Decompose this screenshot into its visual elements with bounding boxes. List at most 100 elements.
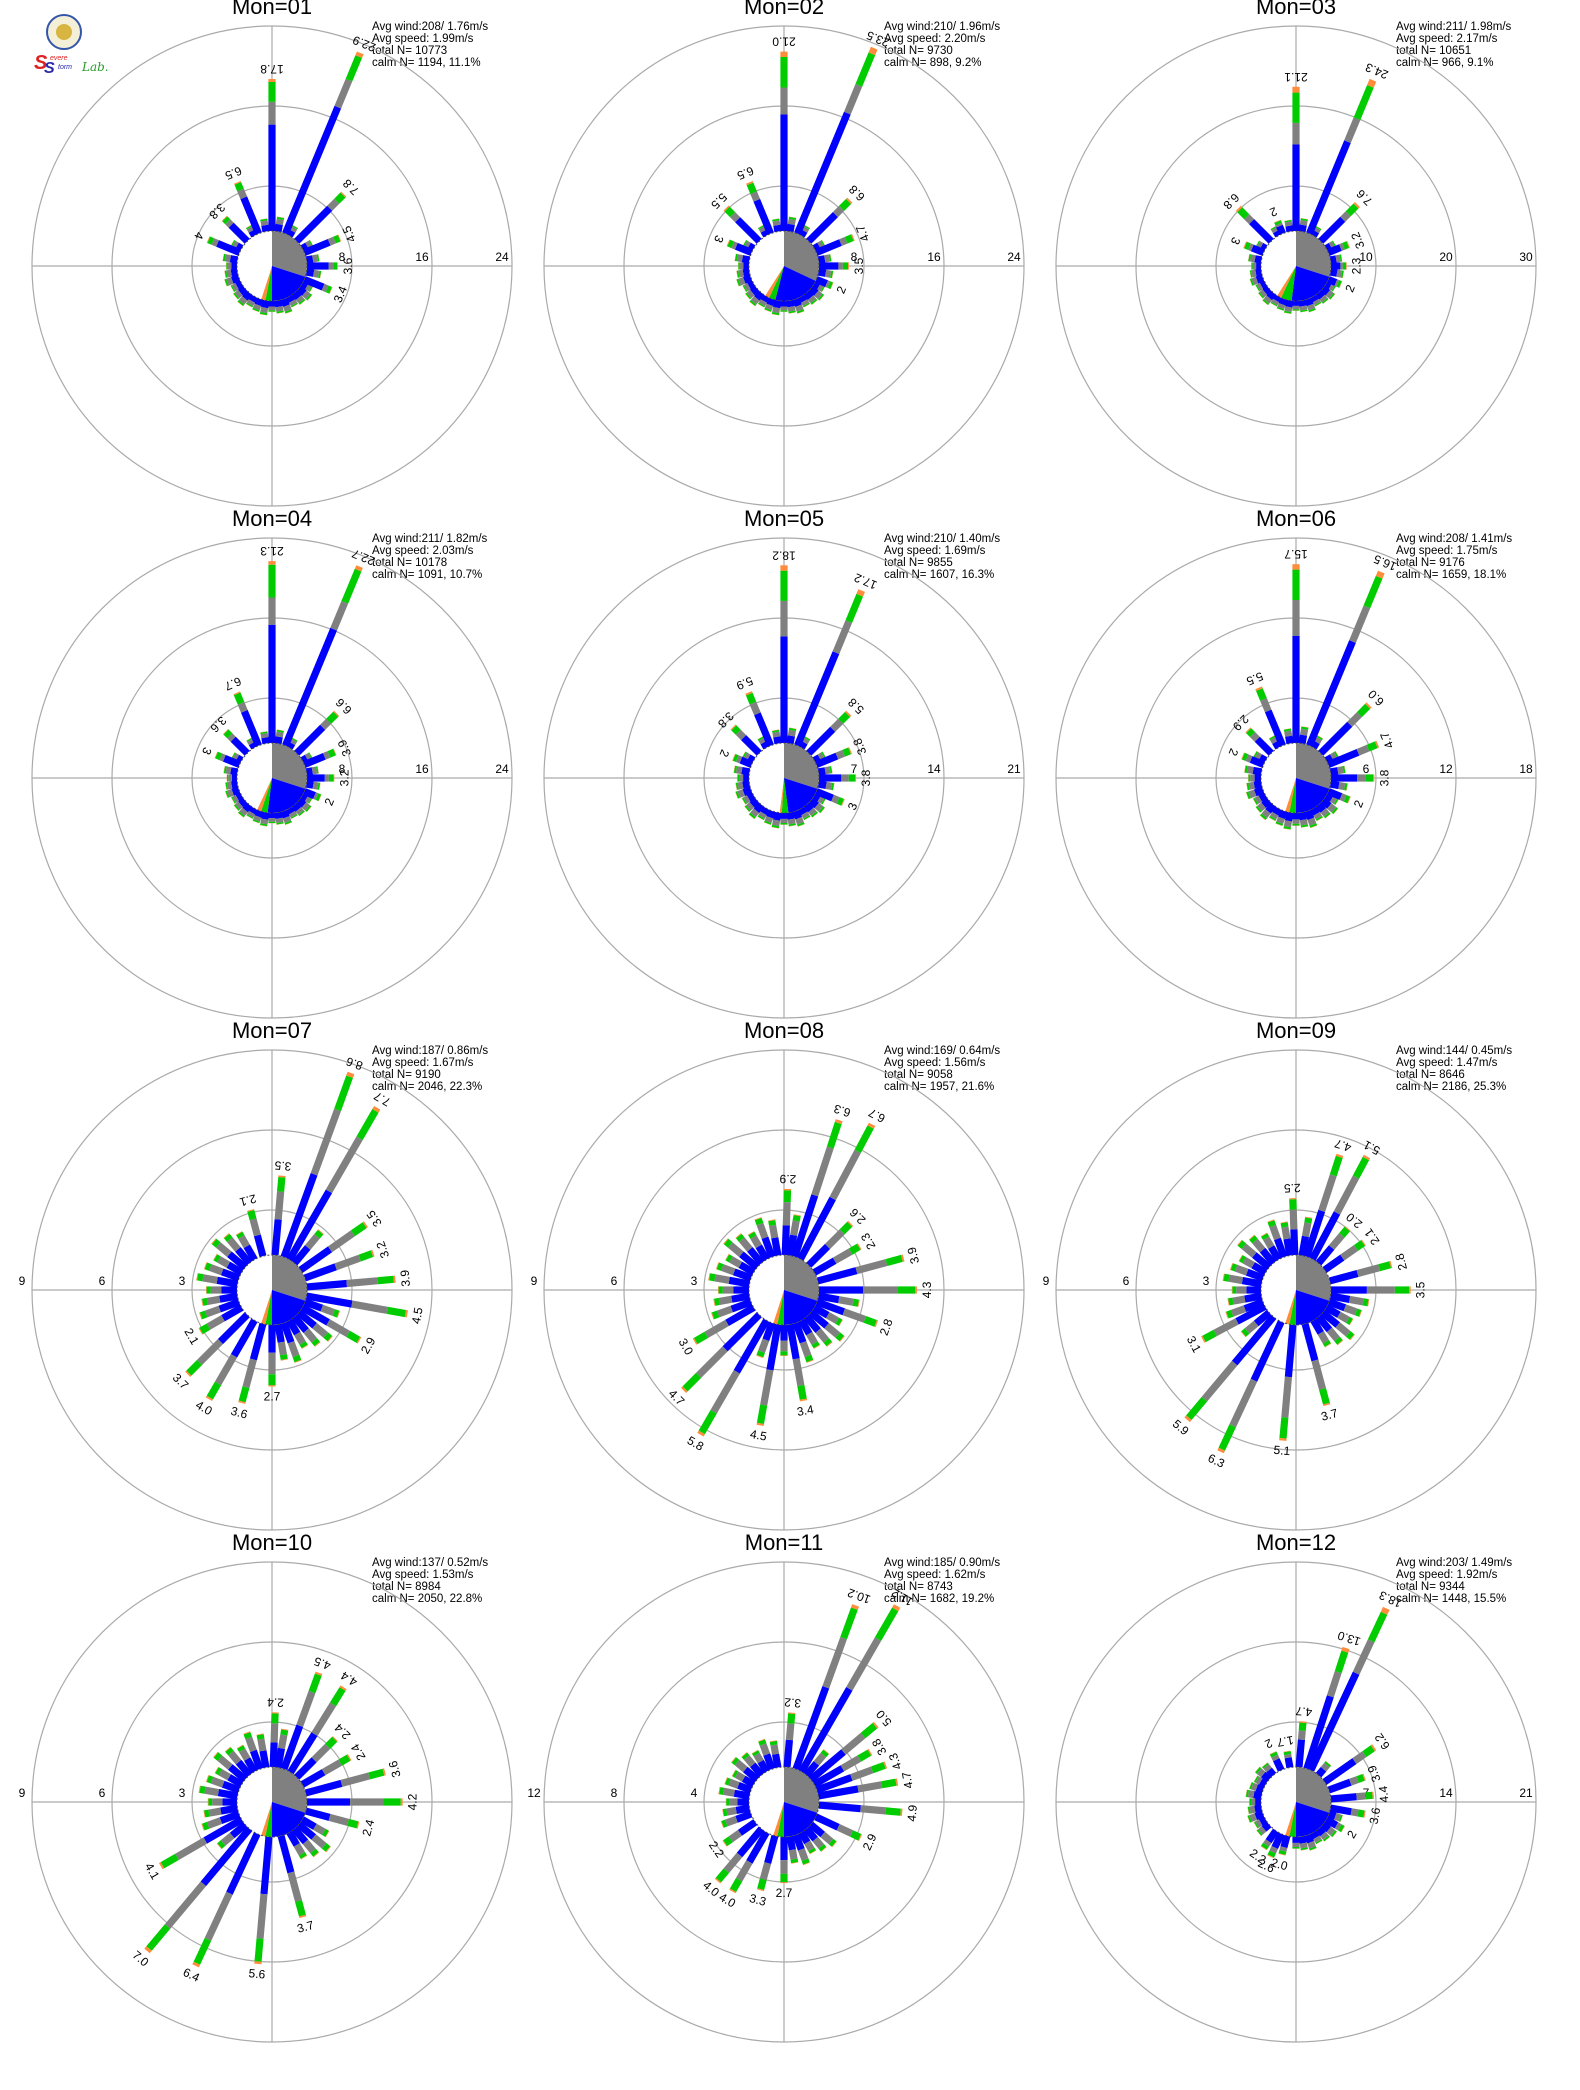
ring-label: 18 [1519, 762, 1533, 776]
bar-segment [1246, 782, 1250, 791]
bar-segment [303, 276, 325, 291]
bar-segment [731, 241, 738, 250]
avg-wind-text: Avg wind:203/ 1.49m/s [1396, 1557, 1512, 1569]
bar-segment [780, 1340, 788, 1352]
total-n-text: total N= 10178 [372, 557, 447, 569]
bar-segment [737, 774, 739, 782]
bar-segment [803, 815, 811, 821]
bar-segment [292, 1354, 302, 1363]
bar-segment [1254, 255, 1263, 264]
bar-segment [1305, 1216, 1313, 1219]
bar-segment [863, 1316, 877, 1327]
bar-segment [812, 1765, 845, 1788]
bar-segment [313, 792, 319, 800]
bar-segment [1338, 1814, 1343, 1822]
ring-label: 12 [527, 1786, 541, 1800]
calm-pie-slice [265, 1802, 272, 1838]
bar-segment [714, 1877, 722, 1884]
bar-segment [226, 262, 228, 270]
bar-segment [222, 216, 231, 225]
bar-segment [1257, 802, 1266, 812]
bar-segment [299, 1914, 307, 1919]
bar-segment [768, 1219, 776, 1222]
bar-segment [268, 124, 276, 231]
bar-segment [345, 55, 363, 82]
bar-segment [326, 711, 339, 724]
bar-label: 3.8 [859, 769, 873, 786]
bar-segment [804, 1840, 815, 1852]
bar-segment [238, 1386, 250, 1403]
bar-segment [766, 809, 776, 819]
bar-segment [1333, 751, 1339, 759]
bar-segment [770, 1744, 780, 1755]
bar-segment [816, 1267, 858, 1285]
bar-segment [1365, 774, 1373, 782]
bar-segment [205, 1395, 213, 1401]
bar-segment [246, 737, 253, 741]
bar-segment [1366, 741, 1378, 752]
bar-segment [1254, 1804, 1263, 1813]
bar-segment [754, 1217, 764, 1226]
bar-segment [287, 1871, 302, 1902]
bar-segment [235, 1759, 253, 1778]
bar-segment [741, 798, 746, 805]
bar-segment [756, 1354, 764, 1359]
bar-segment [764, 309, 772, 313]
bar-label: 2.6 [1256, 1856, 1277, 1876]
bar-label: 3.7 [1320, 1406, 1340, 1424]
bar-segment [314, 1341, 321, 1347]
bar-segment [229, 1821, 248, 1839]
bar-segment [224, 254, 231, 263]
bar-segment [757, 735, 764, 740]
bar-segment [280, 1321, 295, 1344]
bar-segment [764, 303, 774, 311]
calm-pie-outline [748, 1254, 820, 1326]
bar-segment [1243, 1298, 1265, 1312]
bar-segment [1347, 712, 1362, 727]
bar-segment [268, 624, 276, 743]
bar-segment [302, 1839, 316, 1854]
bar-segment [726, 239, 731, 247]
bar-segment [254, 1938, 264, 1962]
bar-label: 2.8 [877, 1317, 896, 1338]
bar-segment [1327, 1778, 1352, 1794]
bar-segment [1322, 1758, 1357, 1785]
calm-n-text: calm N= 1448, 15.5% [1396, 1593, 1506, 1605]
bar-segment [256, 1734, 265, 1740]
bar-segment [1279, 1417, 1289, 1439]
bar-segment [714, 1274, 730, 1284]
bar-segment [857, 1749, 872, 1762]
bar-segment [825, 781, 833, 790]
bar-segment [377, 1275, 394, 1285]
bar-segment [831, 794, 840, 804]
bar-segment [290, 737, 298, 742]
bar-segment [803, 735, 811, 741]
bar-segment [1300, 218, 1308, 222]
bar-segment [796, 309, 805, 314]
calm-pie-slice [784, 1802, 818, 1837]
bar-segment [771, 826, 779, 829]
bar-segment [318, 794, 322, 802]
bar-segment [1260, 813, 1267, 820]
bar-segment [317, 1229, 324, 1235]
bar-segment [1213, 1318, 1239, 1337]
bar-segment [1299, 1721, 1307, 1724]
bar-segment [1249, 254, 1256, 263]
bar-segment [820, 285, 826, 292]
bar-segment [739, 1251, 760, 1271]
bar-segment [780, 600, 788, 637]
bar-segment [753, 198, 774, 235]
bar-segment [1243, 241, 1247, 249]
bar-segment [1334, 1336, 1343, 1345]
ring-label: 24 [495, 762, 509, 776]
bar-segment [299, 811, 305, 817]
bar-segment [340, 191, 347, 198]
bar-segment [723, 1836, 733, 1847]
bar-segment [1340, 1825, 1345, 1833]
bar-segment [1353, 202, 1360, 209]
bar-segment [874, 1607, 899, 1641]
bar-segment [1251, 1798, 1256, 1806]
bar-segment [821, 751, 827, 759]
bar-segment [839, 1335, 845, 1342]
bar-segment [1284, 221, 1293, 227]
